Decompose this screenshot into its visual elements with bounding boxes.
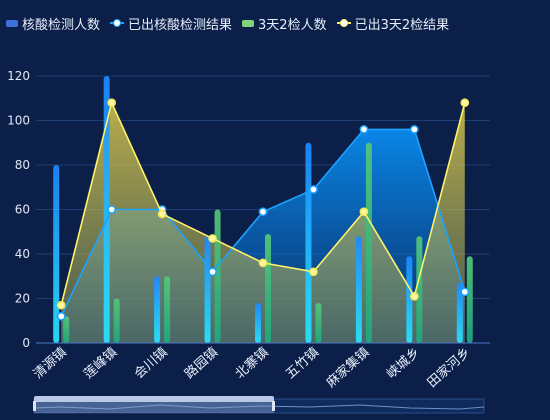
area-3d2t-results (61, 102, 465, 343)
x-tick-label: 会川镇 (132, 345, 171, 382)
bar-tests[interactable] (103, 76, 110, 343)
legend-label-3d2t: 3天2检人数 (258, 17, 327, 33)
point-test-results[interactable] (258, 207, 268, 217)
point-3d2t-results[interactable] (359, 207, 369, 217)
legend-label-3d2t-results: 已出3天2检结果 (354, 17, 450, 33)
legend-swatch-tests (6, 19, 18, 27)
data-zoom-preview (33, 404, 485, 410)
point-3d2t-results[interactable] (56, 300, 66, 310)
bar-tests[interactable] (204, 236, 211, 343)
data-zoom-window[interactable] (34, 399, 274, 413)
legend-label-tests: 核酸检测人数 (22, 17, 101, 33)
point-test-results[interactable] (409, 125, 419, 134)
legend-swatch-3d2t (242, 19, 255, 27)
bar-3d2t[interactable] (214, 209, 221, 344)
x-tick-label: 莲峰镇 (81, 345, 120, 382)
data-zoom-move-bar[interactable] (34, 396, 274, 402)
x-tick-label: 北寨镇 (232, 344, 272, 382)
point-test-results[interactable] (359, 125, 369, 134)
x-tick-label: 路园镇 (182, 344, 222, 382)
data-zoom-slider[interactable] (33, 396, 485, 414)
legend-item-3d2t[interactable]: 3天2检人数 (242, 14, 327, 33)
chart-legend: 核酸检测人数 已出核酸检测结果 3天2检人数 已出3天2检结果 (6, 14, 450, 33)
point-test-results[interactable] (56, 311, 66, 321)
bar-tests[interactable] (355, 236, 362, 343)
point-test-results[interactable] (309, 185, 318, 194)
x-tick-label: 清源镇 (31, 345, 70, 382)
bar-tests[interactable] (255, 302, 261, 343)
bar-3d2t[interactable] (365, 142, 372, 343)
bar-3d2t[interactable] (315, 302, 322, 343)
point-test-results[interactable] (460, 287, 470, 297)
area-layer (61, 102, 465, 343)
point-3d2t-results[interactable] (258, 258, 268, 268)
legend-swatch-test-results (110, 19, 125, 27)
x-tick-label: 五竹镇 (283, 345, 322, 382)
point-3d2t-results[interactable] (208, 234, 217, 243)
data-zoom-handle-left[interactable] (33, 401, 36, 411)
point-3d2t-results[interactable] (460, 98, 470, 108)
point-3d2t-results[interactable] (157, 209, 167, 219)
bar-3d2t[interactable] (113, 298, 120, 344)
legend-label-test-results: 已出核酸检测结果 (128, 17, 233, 33)
point-3d2t-results[interactable] (309, 267, 318, 277)
bar-layer (53, 76, 473, 343)
y-tick-label: 40 (15, 247, 30, 261)
bar-3d2t[interactable] (164, 276, 171, 343)
line-layer (56, 98, 470, 321)
data-zoom-handle-right[interactable] (272, 401, 275, 411)
bar-tests[interactable] (456, 282, 463, 343)
x-tick-label: 峡城乡 (384, 345, 423, 382)
bar-3d2t[interactable] (265, 233, 271, 343)
y-tick-label: 80 (15, 158, 30, 172)
bar-tests[interactable] (154, 276, 161, 343)
bar-3d2t[interactable] (63, 316, 70, 343)
point-test-results[interactable] (107, 205, 117, 214)
bar-3d2t[interactable] (416, 236, 423, 343)
point-3d2t-results[interactable] (409, 291, 419, 301)
y-tick-label: 120 (7, 69, 30, 83)
y-tick-label: 20 (15, 292, 30, 306)
bar-3d2t[interactable] (466, 256, 473, 343)
point-test-results[interactable] (208, 267, 217, 277)
legend-item-tests[interactable]: 核酸检测人数 (6, 14, 100, 33)
legend-swatch-3d2t-results (336, 19, 351, 27)
y-tick-label: 100 (7, 114, 30, 128)
y-tick-label: 60 (15, 203, 30, 217)
bar-tests[interactable] (406, 256, 413, 343)
x-tick-label: 麻家集镇 (323, 344, 372, 391)
point-3d2t-results[interactable] (107, 98, 117, 108)
y-tick-label: 0 (22, 336, 30, 350)
x-tick-label: 田家河乡 (424, 344, 473, 391)
bar-tests[interactable] (305, 142, 312, 343)
legend-item-3d2t-results[interactable]: 已出3天2检结果 (336, 14, 450, 33)
legend-item-test-results[interactable]: 已出核酸检测结果 (110, 14, 232, 33)
bar-tests[interactable] (53, 165, 60, 343)
